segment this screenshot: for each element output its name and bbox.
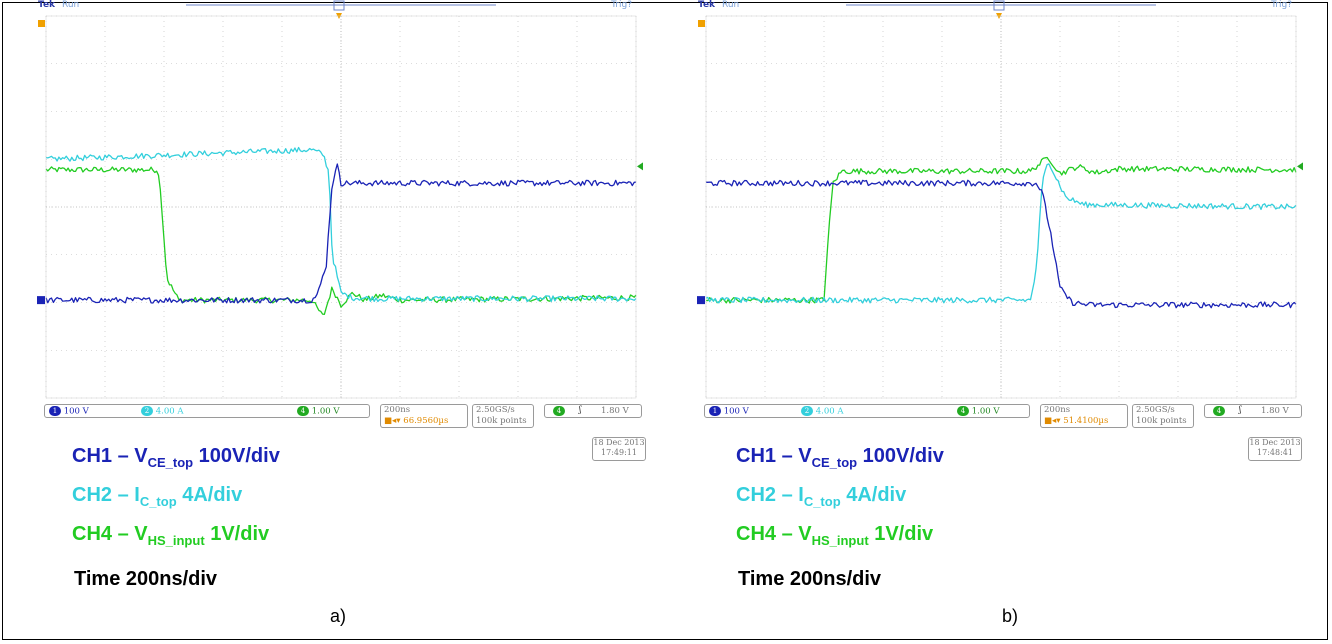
trigger-status: Trig? [1271, 0, 1292, 10]
channel-legend-b: CH1 – VCE_top 100V/div CH2 – IC_top 4A/d… [736, 440, 944, 557]
acquisition-box-a: 2.50GS/s 100k points [472, 404, 534, 428]
screen-border [705, 15, 1297, 399]
legend-ch1: CH1 – VCE_top 100V/div [736, 445, 944, 470]
ch4-scale: 1.00 V [311, 406, 340, 417]
trigger-slope-icon: ʃ [1239, 405, 1242, 415]
timebase-box-b: 200ns ■◂▾ 51.4100µs [1040, 404, 1128, 428]
legend-ch2: CH2 – IC_top 4A/div [72, 484, 243, 509]
ch1-scale: 100 V [63, 406, 89, 417]
trigger-status: Trig? [611, 0, 632, 10]
trace-ch1 [705, 179, 1297, 309]
screen-border [45, 15, 637, 399]
ch4-badge: 4 [957, 406, 969, 416]
legend-ch4: CH4 – VHS_input 1V/div [736, 523, 934, 548]
channel-readouts-a: 1 100 V 2 4.00 A 4 1.00 V [44, 404, 370, 418]
trigger-level-marker [1297, 162, 1303, 171]
waveform-marker [698, 20, 705, 27]
delay-value: 66.9560µs [403, 416, 449, 426]
timestamp-b: 18 Dec 2013 17:48:41 [1248, 437, 1302, 461]
acquisition-box-b: 2.50GS/s 100k points [1132, 404, 1194, 428]
trigger-box-b: 4 ʃ 1.80 V [1204, 404, 1302, 418]
scope-brand: Tek [38, 0, 56, 10]
panel-a: Tek Run Trig? 1 100 V 2 4.00 A 4 1.00 V … [0, 0, 664, 644]
ch2-badge: 2 [141, 406, 153, 416]
scope-run-state: Run [62, 0, 80, 10]
panel-b: Tek Run Trig? 1 100 V 2 4.00 A 4 1.00 V … [664, 0, 1328, 644]
scope-screen-a: Tek Run Trig? 1 100 V 2 4.00 A 4 1.00 V … [36, 0, 644, 430]
delay-marker-icon: ■◂▾ [384, 416, 401, 426]
trigger-level-marker [637, 162, 643, 171]
trigger-source-badge: 4 [553, 406, 565, 416]
record-length: 100k points [476, 416, 527, 426]
ch2-scale: 4.00 A [815, 406, 844, 417]
scope-run-state: Run [722, 0, 740, 10]
trigger-level: 1.80 V [1261, 406, 1289, 416]
legend-ch1: CH1 – VCE_top 100V/div [72, 445, 280, 470]
delay-value: 51.4100µs [1063, 416, 1109, 426]
channel-readouts-b: 1 100 V 2 4.00 A 4 1.00 V [704, 404, 1030, 418]
record-window-marker [333, 0, 345, 11]
timestamp-date: 18 Dec 2013 [1249, 438, 1301, 447]
ch2-scale: 4.00 A [155, 406, 184, 417]
panel-label-b: b) [1002, 606, 1019, 626]
time-scale-label-a: Time 200ns/div [74, 568, 218, 590]
delay-marker-icon: ■◂▾ [1044, 416, 1061, 426]
trace-ch2 [45, 146, 637, 303]
ch4-scale: 1.00 V [971, 406, 1000, 417]
ch1-scale: 100 V [723, 406, 749, 417]
trigger-slope-icon: ʃ [579, 405, 582, 415]
sample-rate: 2.50GS/s [476, 405, 515, 415]
sample-rate: 2.50GS/s [1136, 405, 1175, 415]
ch1-badge: 1 [49, 406, 61, 416]
timestamp-time: 17:48:41 [1257, 448, 1293, 457]
timestamp-date: 18 Dec 2013 [593, 438, 645, 447]
scope-brand: Tek [698, 0, 716, 10]
timebase-value: 200ns [384, 405, 411, 415]
scope-screen-b: Tek Run Trig? 1 100 V 2 4.00 A 4 1.00 V … [696, 0, 1304, 430]
timebase-box-a: 200ns ■◂▾ 66.9560µs [380, 404, 468, 428]
status-bar-b: 1 100 V 2 4.00 A 4 1.00 V 200ns ■◂▾ 51.4… [696, 401, 1304, 429]
trigger-source-badge: 4 [1213, 406, 1225, 416]
trigger-level: 1.80 V [601, 406, 629, 416]
record-length: 100k points [1136, 416, 1187, 426]
ground-reference-marker [37, 296, 45, 305]
ch2-badge: 2 [801, 406, 813, 416]
trace-ch1 [45, 163, 637, 304]
scope-plot-a [37, 0, 643, 399]
ch4-badge: 4 [297, 406, 309, 416]
scope-topbar-b: Tek Run Trig? [696, 0, 1304, 14]
trigger-box-a: 4 ʃ 1.80 V [544, 404, 642, 418]
channel-legend-a: CH1 – VCE_top 100V/div CH2 – IC_top 4A/d… [72, 440, 280, 557]
ground-reference-marker [697, 296, 705, 305]
scope-plot-b [697, 0, 1303, 399]
legend-ch2: CH2 – IC_top 4A/div [736, 484, 907, 509]
timestamp-time: 17:49:11 [601, 448, 637, 457]
time-scale-label-b: Time 200ns/div [738, 568, 882, 590]
scope-topbar-a: Tek Run Trig? [36, 0, 644, 14]
waveform-marker [38, 20, 45, 27]
panel-label-a: a) [330, 606, 347, 626]
record-window-marker [993, 0, 1005, 11]
status-bar-a: 1 100 V 2 4.00 A 4 1.00 V 200ns ■◂▾ 66.9… [36, 401, 644, 429]
trace-ch2 [705, 163, 1297, 304]
timebase-value: 200ns [1044, 405, 1071, 415]
timestamp-a: 18 Dec 2013 17:49:11 [592, 437, 646, 461]
legend-ch4: CH4 – VHS_input 1V/div [72, 523, 270, 548]
ch1-badge: 1 [709, 406, 721, 416]
